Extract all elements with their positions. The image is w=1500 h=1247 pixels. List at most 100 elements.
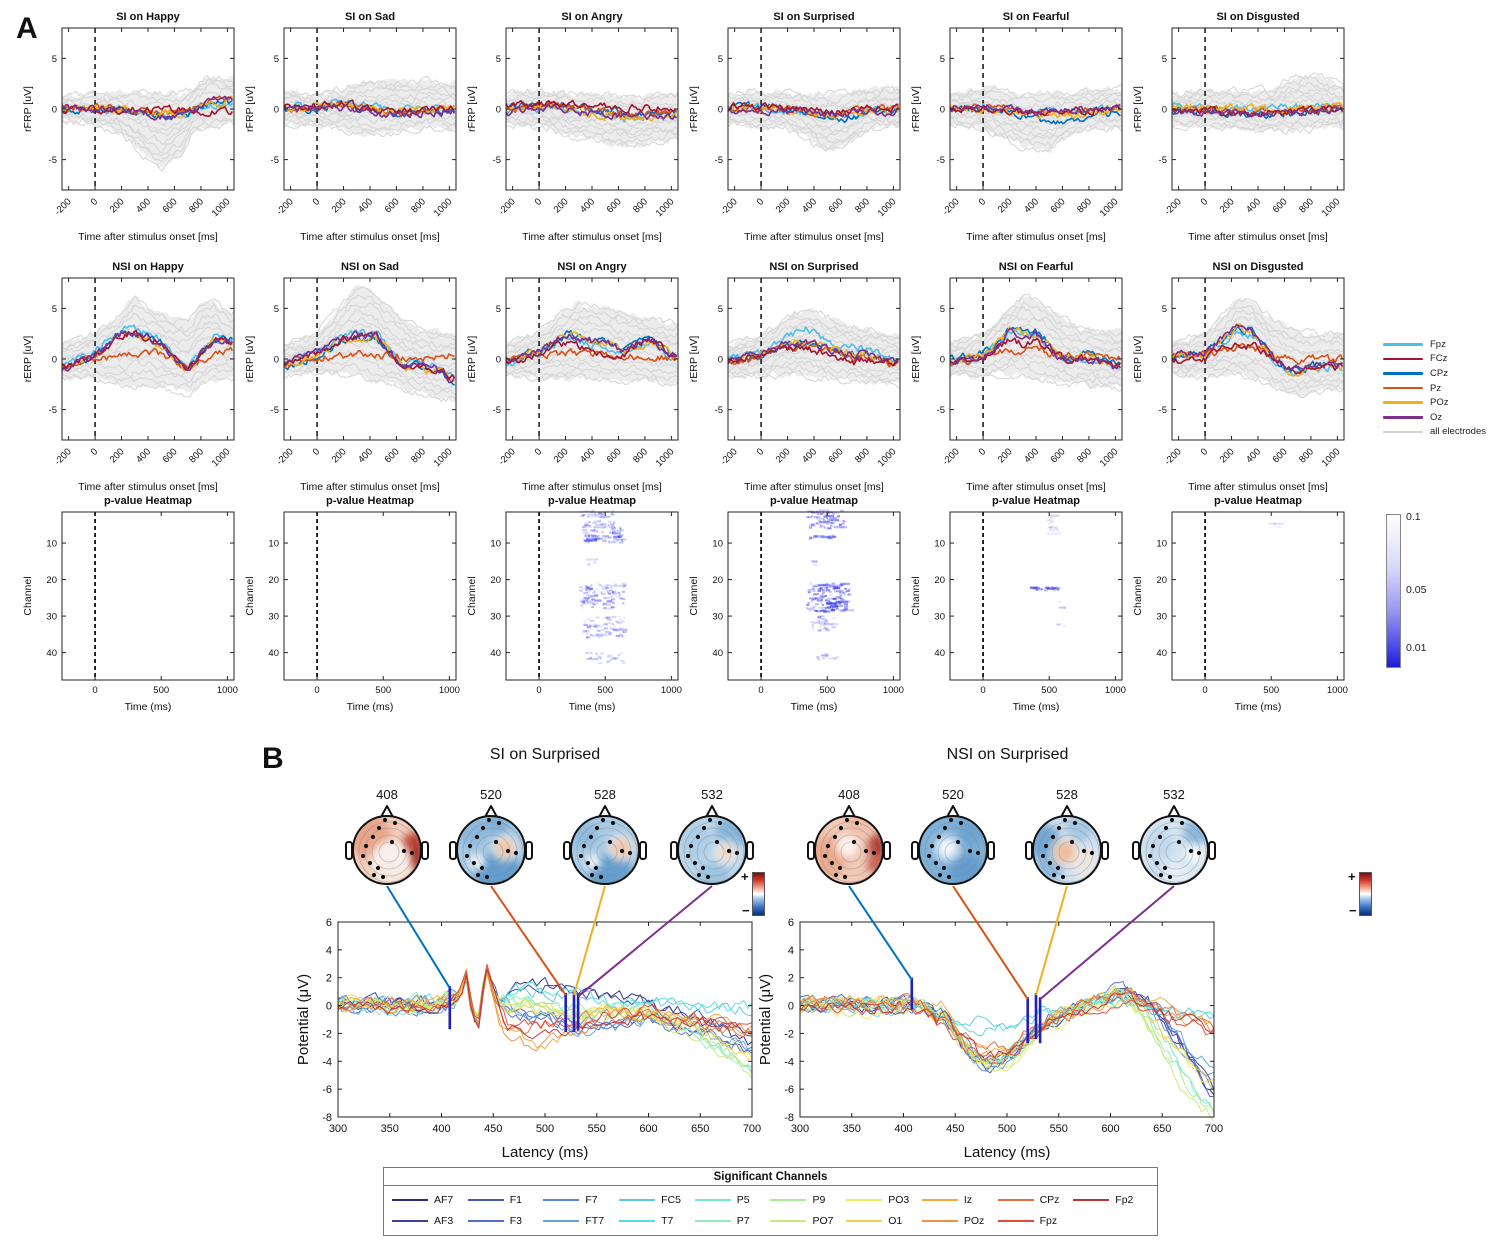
svg-text:-2: -2 bbox=[784, 1028, 794, 1040]
head-outline bbox=[570, 815, 640, 885]
channel-label: AF3 bbox=[434, 1214, 454, 1227]
right-ear-icon bbox=[421, 841, 429, 860]
channel-label: P9 bbox=[812, 1193, 826, 1206]
trace-oz bbox=[61, 95, 234, 121]
svg-text:0: 0 bbox=[52, 105, 57, 116]
svg-text:0: 0 bbox=[496, 355, 501, 366]
svg-text:rFRP [uV]: rFRP [uV] bbox=[688, 86, 700, 132]
svg-text:Channel: Channel bbox=[22, 576, 34, 615]
left-ear-icon bbox=[345, 841, 353, 860]
trace-fpz bbox=[1171, 102, 1343, 113]
trace-fcz bbox=[61, 329, 233, 371]
channel-trace-po3 bbox=[799, 997, 1215, 1093]
topomap-latency-label: 408 bbox=[376, 787, 398, 802]
svg-text:-200: -200 bbox=[719, 446, 740, 467]
channel-label: FC5 bbox=[661, 1193, 681, 1206]
svg-text:0: 0 bbox=[326, 1001, 332, 1013]
svg-text:1000: 1000 bbox=[210, 446, 233, 469]
svg-text:0: 0 bbox=[755, 196, 767, 208]
svg-text:0: 0 bbox=[1162, 105, 1167, 116]
topomap-nsi-on-surprised-408: 408 bbox=[807, 787, 891, 885]
colorbar-tick: 0.05 bbox=[1406, 584, 1427, 596]
svg-text:Time after stimulus onset [ms]: Time after stimulus onset [ms] bbox=[522, 231, 662, 243]
legend-label: Oz bbox=[1430, 411, 1443, 423]
svg-text:SI on Disgusted: SI on Disgusted bbox=[1216, 11, 1299, 23]
svg-text:rFRP [uV]: rFRP [uV] bbox=[466, 86, 478, 132]
svg-text:Time after stimulus onset [ms]: Time after stimulus onset [ms] bbox=[966, 231, 1106, 243]
channel-trace-fpz bbox=[799, 999, 1215, 1065]
svg-text:5: 5 bbox=[718, 304, 723, 315]
svg-text:650: 650 bbox=[691, 1123, 709, 1135]
trace-poz bbox=[1171, 102, 1344, 116]
channel-trace-poz bbox=[337, 971, 753, 1052]
svg-text:-4: -4 bbox=[322, 1056, 332, 1068]
svg-text:0: 0 bbox=[718, 105, 723, 116]
svg-text:200: 200 bbox=[996, 446, 1015, 465]
legend-item-all-electrodes: all electrodes bbox=[1383, 425, 1486, 440]
legend-item-poz: POz bbox=[1383, 395, 1486, 410]
svg-text:450: 450 bbox=[484, 1123, 502, 1135]
svg-text:200: 200 bbox=[996, 196, 1015, 215]
svg-text:0: 0 bbox=[940, 355, 945, 366]
svg-text:Time after stimulus onset [ms]: Time after stimulus onset [ms] bbox=[78, 481, 218, 493]
svg-text:Time (ms): Time (ms) bbox=[125, 701, 172, 713]
svg-text:200: 200 bbox=[1218, 446, 1237, 465]
svg-text:800: 800 bbox=[1075, 196, 1094, 215]
erp-plot-nsi-on-disgusted: NSI on Disgusted 5 0 -5 -200 0 200 400 600 800 100… bbox=[1132, 261, 1345, 493]
significant-channels-legend: Significant Channels AF7 AF3 F1 F3 F7 FT7 FC5 T… bbox=[383, 1167, 1158, 1236]
svg-text:300: 300 bbox=[329, 1123, 347, 1135]
svg-text:200: 200 bbox=[108, 446, 127, 465]
channel-swatch-p7 bbox=[694, 1219, 731, 1222]
svg-text:SI on Sad: SI on Sad bbox=[345, 11, 395, 23]
panel-b-right-title: NSI on Surprised bbox=[946, 746, 1069, 763]
erp-plot-nsi-on-sad: NSI on Sad 5 0 -5 -200 0 200 400 600 800 1000 rERP … bbox=[244, 261, 457, 493]
svg-text:0: 0 bbox=[533, 446, 545, 458]
legend-label: all electrodes bbox=[1430, 426, 1486, 438]
svg-text:500: 500 bbox=[375, 685, 391, 696]
svg-text:Potential (μV): Potential (μV) bbox=[757, 974, 774, 1065]
svg-text:700: 700 bbox=[1205, 1123, 1223, 1135]
svg-text:10: 10 bbox=[490, 539, 501, 550]
svg-text:1000: 1000 bbox=[1320, 196, 1343, 219]
svg-text:600: 600 bbox=[161, 446, 180, 465]
left-ear-icon bbox=[1025, 841, 1033, 860]
svg-text:Time after stimulus onset [ms]: Time after stimulus onset [ms] bbox=[300, 231, 440, 243]
erp-plot-nsi-on-happy: NSI on Happy 5 0 -5 -200 0 200 400 600 800 1000 rER… bbox=[22, 261, 235, 493]
svg-text:40: 40 bbox=[712, 648, 723, 659]
svg-text:40: 40 bbox=[934, 648, 945, 659]
svg-text:20: 20 bbox=[712, 575, 723, 586]
svg-text:600: 600 bbox=[639, 1123, 657, 1135]
svg-text:600: 600 bbox=[605, 196, 624, 215]
channel-legend-item-af7: AF7 bbox=[392, 1189, 468, 1210]
channel-legend-item-p7: P7 bbox=[694, 1210, 771, 1231]
svg-text:Time (ms): Time (ms) bbox=[347, 701, 394, 713]
svg-text:500: 500 bbox=[536, 1123, 554, 1135]
pvalue-heatmap-6: p-value Heatmap 10 20 30 40 0 500 1000 Channel Ti… bbox=[1132, 495, 1348, 713]
legend-label: CPz bbox=[1430, 367, 1448, 379]
svg-text:200: 200 bbox=[330, 446, 349, 465]
trace-fcz bbox=[727, 101, 899, 116]
trace-pz bbox=[949, 345, 1122, 367]
channel-legend-item-po7: PO7 bbox=[770, 1210, 846, 1231]
pvalue-colorbar-gradient bbox=[1386, 514, 1401, 668]
svg-text:400: 400 bbox=[578, 446, 597, 465]
svg-text:0: 0 bbox=[311, 196, 323, 208]
svg-text:Time after stimulus onset [ms]: Time after stimulus onset [ms] bbox=[300, 481, 440, 493]
svg-text:1000: 1000 bbox=[439, 685, 460, 696]
svg-text:p-value Heatmap: p-value Heatmap bbox=[326, 495, 414, 507]
svg-text:Time (ms): Time (ms) bbox=[1013, 701, 1060, 713]
channel-trace-f3 bbox=[337, 969, 753, 1053]
right-ear-icon bbox=[987, 841, 995, 860]
colorbar-minus-label: − bbox=[1349, 903, 1357, 918]
right-ear-icon bbox=[1101, 841, 1109, 860]
svg-text:20: 20 bbox=[1156, 575, 1167, 586]
svg-text:30: 30 bbox=[712, 612, 723, 623]
svg-text:600: 600 bbox=[1049, 196, 1068, 215]
svg-text:600: 600 bbox=[1271, 196, 1290, 215]
svg-text:600: 600 bbox=[383, 446, 402, 465]
svg-text:0: 0 bbox=[1202, 685, 1207, 696]
svg-text:0: 0 bbox=[52, 355, 57, 366]
svg-text:-6: -6 bbox=[322, 1084, 332, 1096]
left-ear-icon bbox=[911, 841, 919, 860]
channel-trace-iz bbox=[799, 987, 1215, 1054]
